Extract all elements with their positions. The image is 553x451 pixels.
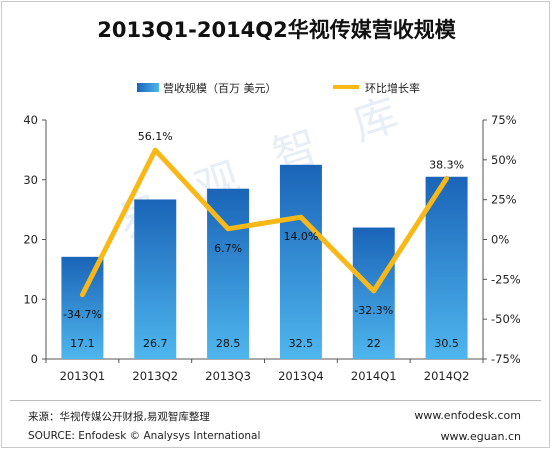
y-right-tick-label: 50% [491,153,517,167]
y-right-tick-label: -75% [491,352,521,366]
legend-bar-label: 营收规模（百万 美元） [163,81,277,95]
x-tick-label: 2013Q3 [205,369,251,383]
y-right-tick-label: -25% [491,272,521,286]
x-tick-label: 2014Q2 [424,369,470,383]
x-tick-label: 2013Q1 [60,369,106,383]
y-right-tick-label: -50% [491,312,521,326]
bar [425,176,468,359]
growth-rate-point [372,289,376,293]
growth-rate-point [299,215,303,219]
y-left-tick-label: 20 [23,233,38,247]
source-cn: 来源：华视传媒公开财报,易观智库整理 [28,411,210,423]
bar [134,199,177,359]
growth-rate-label: -32.3% [354,304,393,317]
bar-value-label: 30.5 [434,337,459,350]
growth-rate-point [80,293,84,297]
x-tick-label: 2013Q2 [132,369,178,383]
bar-value-label: 17.1 [70,337,95,350]
bar-value-label: 22 [367,337,381,350]
bar [61,256,104,359]
x-tick-label: 2013Q4 [278,369,324,383]
y-right-tick-label: 0% [491,233,509,247]
growth-rate-point [445,176,449,180]
y-right-tick-label: 75% [491,113,517,127]
y-left-tick-label: 40 [23,113,38,127]
growth-rate-label: 14.0% [283,230,318,243]
legend-bar-swatch [137,83,159,92]
bar-value-label: 32.5 [289,337,314,350]
growth-rate-label: 56.1% [138,130,173,143]
chart-title: 2013Q1-2014Q2华视传媒营收规模 [97,18,456,42]
x-tick-label: 2014Q1 [351,369,397,383]
growth-rate-label: -34.7% [63,308,102,321]
growth-rate-point [153,148,157,152]
watermark-char: 库 [347,89,405,151]
bar-value-label: 28.5 [216,337,241,350]
footer-url-enfodesk[interactable]: www.enfodesk.com [414,409,521,422]
y-left-tick-label: 10 [23,292,38,306]
y-left-tick-label: 0 [31,352,38,366]
y-right-tick-label: 25% [491,193,517,207]
bar-value-label: 26.7 [143,337,168,350]
growth-rate-line [79,147,450,298]
y-left-tick-label: 30 [23,173,38,187]
growth-rate-label: 6.7% [214,242,242,255]
growth-rate-point [226,227,230,231]
footer-url-eguan[interactable]: www.eguan.cn [440,430,521,443]
source-en: SOURCE: Enfodesk © Analysys Internationa… [28,430,261,442]
bar [279,164,322,359]
footer-divider [10,400,541,401]
growth-rate-label: 38.3% [429,158,464,171]
legend-line-label: 环比增长率 [365,81,420,95]
